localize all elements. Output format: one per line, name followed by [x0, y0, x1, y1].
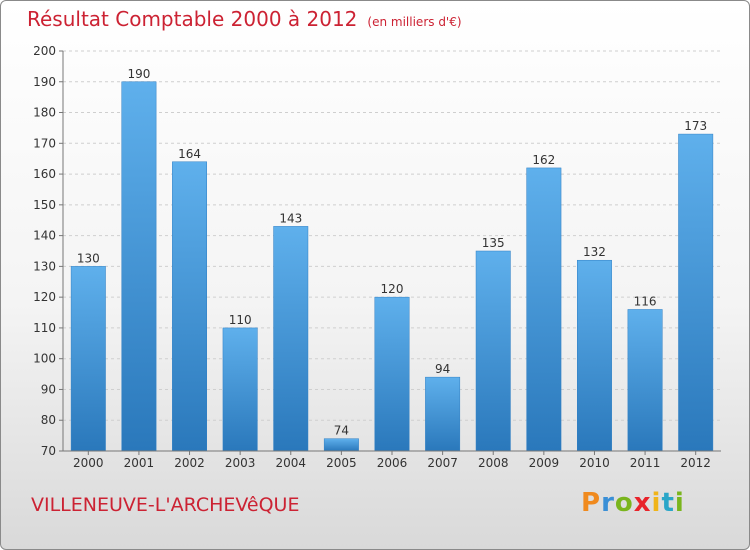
- bar: [475, 250, 511, 452]
- y-tick-label: 170: [33, 136, 56, 150]
- logo-letter: o: [614, 488, 634, 518]
- y-tick-label: 200: [33, 44, 56, 58]
- y-tick-label: 90: [41, 382, 56, 396]
- bar-value-label: 190: [127, 67, 150, 81]
- bar-value-label: 143: [279, 211, 302, 225]
- logo-letter: i: [674, 488, 685, 518]
- x-tick-label: 2006: [377, 456, 408, 470]
- x-tick-label: 2011: [630, 456, 661, 470]
- bar: [678, 133, 714, 452]
- logo-letter: r: [601, 488, 615, 518]
- bar-value-label: 173: [684, 119, 707, 133]
- bar: [273, 226, 309, 452]
- bar: [577, 259, 612, 452]
- x-tick-label: 2012: [680, 456, 711, 470]
- bar: [526, 167, 562, 452]
- x-tick-label: 2003: [225, 456, 256, 470]
- bar-value-label: 130: [77, 251, 100, 265]
- y-tick-label: 180: [33, 106, 56, 120]
- y-tick-label: 70: [41, 444, 56, 458]
- chart-title: Résultat Comptable 2000 à 2012 (en millie…: [27, 7, 462, 31]
- x-tick-label: 2001: [124, 456, 155, 470]
- proxiti-logo: Proxiti: [581, 488, 685, 518]
- location-name: VILLENEUVE-L'ARCHEVêQUE: [31, 494, 300, 516]
- x-tick-label: 2005: [326, 456, 357, 470]
- bar-layer: [70, 81, 714, 452]
- bar-value-label: 110: [229, 313, 252, 327]
- x-tick-label: 2004: [275, 456, 306, 470]
- bar: [70, 266, 106, 452]
- x-tick-label: 2009: [529, 456, 560, 470]
- bar-value-label: 94: [435, 362, 450, 376]
- bar: [172, 161, 207, 452]
- y-tick-label: 120: [33, 290, 56, 304]
- y-tick-label: 80: [41, 413, 56, 427]
- y-tick-label: 110: [33, 321, 56, 335]
- bar-value-label: 164: [178, 147, 201, 161]
- bar: [425, 376, 461, 452]
- y-tick-label: 140: [33, 229, 56, 243]
- bar-value-label: 116: [634, 294, 657, 308]
- y-tick-label: 100: [33, 352, 56, 366]
- chart-title-main: Résultat Comptable 2000 à 2012: [27, 7, 358, 31]
- x-tick-label: 2002: [174, 456, 205, 470]
- axis-layer: 70 80 90 100 110 120 130 140 150 160 170 180 190 200: [33, 44, 721, 458]
- bar: [222, 327, 258, 452]
- chart-title-unit: (en milliers d'€): [367, 15, 462, 29]
- logo-letter: i: [651, 488, 662, 518]
- bar-value-label: 135: [482, 236, 505, 250]
- logo-letter: x: [633, 488, 652, 518]
- y-tick-label: 160: [33, 167, 56, 181]
- bar: [374, 296, 410, 452]
- logo-letter: P: [581, 488, 602, 518]
- x-tick-label: 2010: [579, 456, 610, 470]
- label-layer: 130 2000 190 2001 164 2002 110 2003 143 2004 74 200…: [73, 67, 711, 470]
- bar-value-label: 132: [583, 245, 606, 259]
- x-tick-label: 2007: [427, 456, 458, 470]
- y-tick-label: 190: [33, 75, 56, 89]
- bar: [121, 81, 157, 452]
- bar-value-label: 120: [381, 282, 404, 296]
- x-tick-label: 2000: [73, 456, 104, 470]
- x-tick-label: 2008: [478, 456, 509, 470]
- bar-value-label: 162: [532, 153, 555, 167]
- bar-value-label: 74: [334, 424, 349, 438]
- logo-letter: t: [661, 488, 675, 518]
- y-tick-label: 130: [33, 259, 56, 273]
- bar: [323, 438, 359, 452]
- bar: [627, 309, 663, 452]
- y-tick-label: 150: [33, 198, 56, 212]
